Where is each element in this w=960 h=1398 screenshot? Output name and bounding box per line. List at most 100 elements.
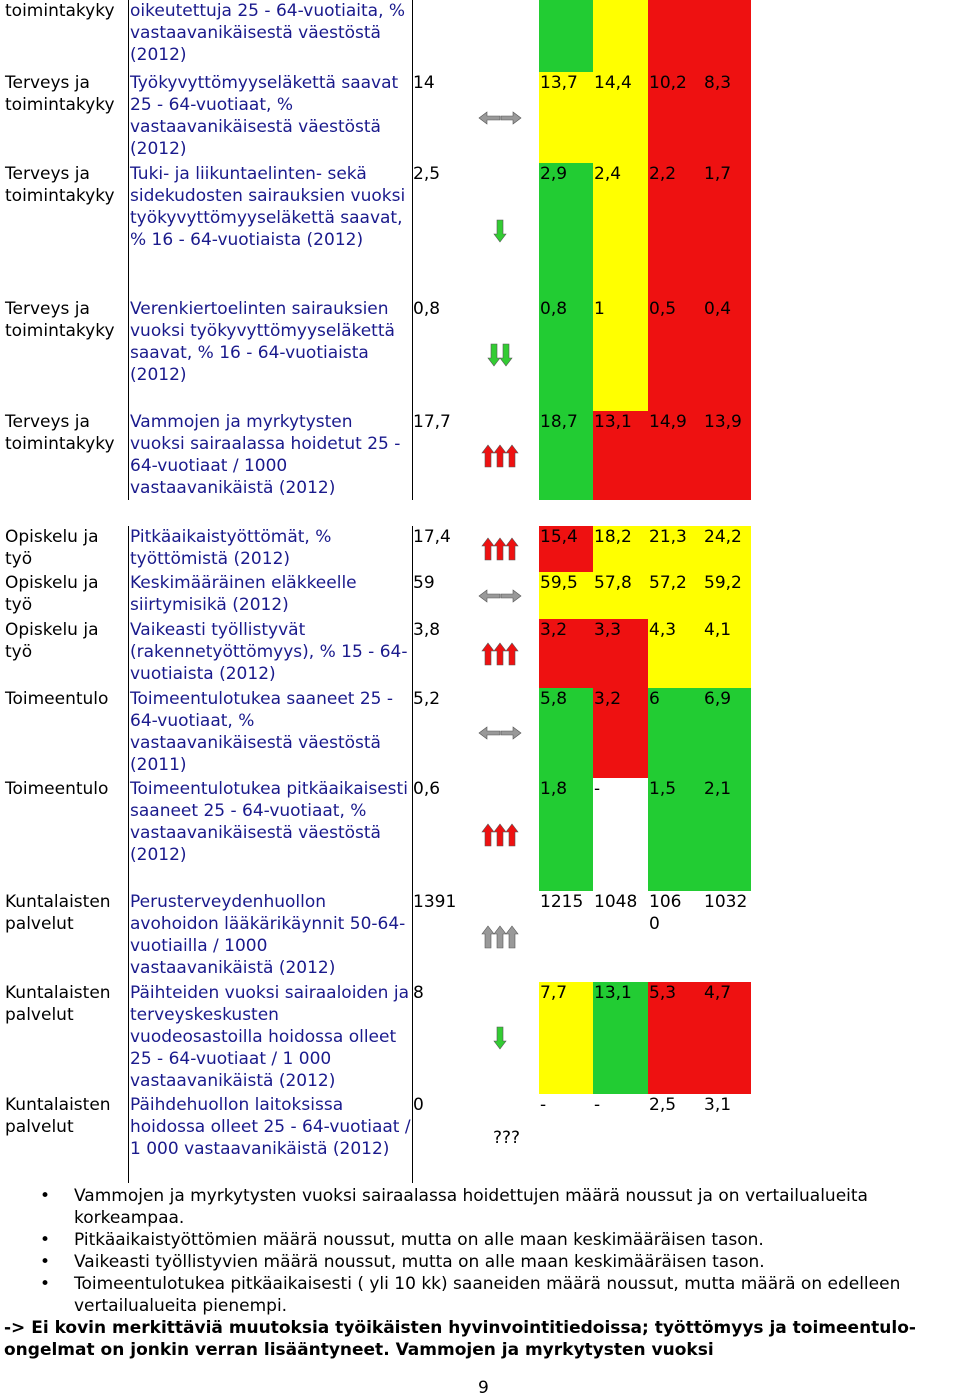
comparison-cell: 2,2 bbox=[648, 163, 703, 298]
comparison-cell: 15,4 bbox=[539, 526, 593, 572]
table-row: Terveys ja toimintakyky Verenkiertoelinte… bbox=[4, 298, 751, 411]
category-cell: Terveys ja toimintakyky bbox=[4, 411, 129, 500]
comparison-cell: 57,2 bbox=[648, 572, 703, 619]
table-row: Terveys ja toimintakyky Tuki- ja liikunta… bbox=[4, 163, 751, 298]
indicator-cell: Toimeentulotukea pitkäaikaisesti saaneet… bbox=[129, 778, 413, 891]
comparison-cell: 1,8 bbox=[539, 778, 593, 891]
comparison-cell: 4,7 bbox=[703, 982, 751, 1094]
comparison-cell: 8,3 bbox=[703, 72, 751, 163]
table-row: Terveys ja toimintakyky Vammojen ja myrky… bbox=[4, 411, 751, 500]
category-cell: Kuntalaisten palvelut bbox=[4, 891, 129, 982]
comparison-cell: 1032 bbox=[703, 891, 751, 982]
value-cell bbox=[413, 0, 539, 72]
category-cell: Kuntalaisten palvelut bbox=[4, 982, 129, 1094]
comparison-cell: 6 bbox=[648, 688, 703, 778]
category-cell: Terveys ja toimintakyky bbox=[4, 298, 129, 411]
comparison-cell: 24,2 bbox=[703, 526, 751, 572]
bullet-item: Vaikeasti työllistyvien määrä noussut, m… bbox=[40, 1251, 960, 1273]
value-cell: 17,7 bbox=[413, 411, 539, 500]
current-value: 8 bbox=[413, 983, 424, 1003]
indicator-cell: Tuki- ja liikuntaelinten- sekä sidekudos… bbox=[129, 163, 413, 298]
trend-arrow-icon-down-green bbox=[477, 1025, 523, 1051]
comparison-cell: 6,9 bbox=[703, 688, 751, 778]
comparison-cell: 18,7 bbox=[539, 411, 593, 500]
page-number: 9 bbox=[478, 1378, 489, 1398]
bullet-item: Vammojen ja myrkytysten vuoksi sairaalas… bbox=[40, 1185, 960, 1229]
indicator-cell: Työkyvyttömyyseläkettä saavat 25 - 64-vu… bbox=[129, 72, 413, 163]
value-cell: 5,2 bbox=[413, 688, 539, 778]
table-row: Toimeentulo Toimeentulotukea saaneet 25 -… bbox=[4, 688, 751, 778]
trend-arrow-icon-up-gray-triple bbox=[477, 924, 523, 950]
bullet-item: Toimeentulotukea pitkäaikaisesti ( yli 1… bbox=[40, 1273, 960, 1317]
comparison-cell: 13,9 bbox=[703, 411, 751, 500]
category-cell: Terveys ja toimintakyky bbox=[4, 72, 129, 163]
comparison-cell: 14,4 bbox=[593, 72, 648, 163]
comparison-cell: 3,2 bbox=[539, 619, 593, 688]
current-value: 59 bbox=[413, 573, 435, 593]
comparison-cell: 59,2 bbox=[703, 572, 751, 619]
indicator-cell: Päihteiden vuoksi sairaaloiden ja tervey… bbox=[129, 982, 413, 1094]
current-value: 0,8 bbox=[413, 299, 441, 319]
comparison-cell: 3,3 bbox=[593, 619, 648, 688]
indicator-cell: Toimeentulotukea saaneet 25 - 64-vuotiaa… bbox=[129, 688, 413, 778]
comparison-cell: 59,5 bbox=[539, 572, 593, 619]
current-value: 0 bbox=[413, 1095, 424, 1115]
comparison-cell: 106 0 bbox=[648, 891, 703, 982]
current-value: 5,2 bbox=[413, 689, 441, 709]
trend-arrow-icon-down-green-double bbox=[477, 342, 523, 368]
indicator-cell: Vaikeasti työllistyvät (rakennetyöttömyy… bbox=[129, 619, 413, 688]
comparison-cell: 5,8 bbox=[539, 688, 593, 778]
trend-arrow-icon-neutral bbox=[477, 105, 523, 131]
table-row: Opiskelu ja työ Vaikeasti työllistyvät (r… bbox=[4, 619, 751, 688]
table-row: Kuntalaisten palvelut Päihdehuollon laito… bbox=[4, 1094, 751, 1183]
comparison-cell: 2,9 bbox=[539, 163, 593, 298]
summary-bullets: Vammojen ja myrkytysten vuoksi sairaalas… bbox=[4, 1185, 960, 1317]
current-value: 17,4 bbox=[413, 527, 451, 547]
trend-arrow-icon-up-red-triple bbox=[477, 641, 523, 667]
category-cell: toimintakyky bbox=[4, 0, 129, 72]
trend-arrow-icon-neutral bbox=[477, 583, 523, 609]
value-cell: 14 bbox=[413, 72, 539, 163]
table-row: Opiskelu ja työ Pitkäaikaistyöttömät, % t… bbox=[4, 526, 751, 572]
trend-arrow-icon-up-red-triple bbox=[477, 536, 523, 562]
current-value: 17,7 bbox=[413, 412, 451, 432]
category-cell: Opiskelu ja työ bbox=[4, 526, 129, 572]
category-cell: Toimeentulo bbox=[4, 778, 129, 891]
comparison-cell: 0,5 bbox=[648, 298, 703, 411]
category-cell: Terveys ja toimintakyky bbox=[4, 163, 129, 298]
comparison-cell bbox=[703, 0, 751, 72]
value-cell: 1391 bbox=[413, 891, 539, 982]
category-cell: Toimeentulo bbox=[4, 688, 129, 778]
comparison-cell: 18,2 bbox=[593, 526, 648, 572]
category-cell: Opiskelu ja työ bbox=[4, 572, 129, 619]
comparison-cell: 10,2 bbox=[648, 72, 703, 163]
table-row: Opiskelu ja työ Keskimääräinen eläkkeelle… bbox=[4, 572, 751, 619]
current-value: 0,6 bbox=[413, 779, 441, 799]
comparison-cell: 13,1 bbox=[593, 982, 648, 1094]
comparison-cell bbox=[648, 0, 703, 72]
comparison-cell: 14,9 bbox=[648, 411, 703, 500]
indicator-cell: Päihdehuollon laitoksissa hoidossa ollee… bbox=[129, 1094, 413, 1183]
trend-arrow-icon-down-green bbox=[477, 218, 523, 244]
value-cell: 0??? bbox=[413, 1094, 539, 1183]
comparison-cell: 2,1 bbox=[703, 778, 751, 891]
summary-section: Vammojen ja myrkytysten vuoksi sairaalas… bbox=[4, 1185, 960, 1361]
comparison-cell: 13,7 bbox=[539, 72, 593, 163]
value-cell: 3,8 bbox=[413, 619, 539, 688]
conclusion-text: -> Ei kovin merkittäviä muutoksia työikä… bbox=[4, 1318, 916, 1360]
value-cell: 0,8 bbox=[413, 298, 539, 411]
trend-arrow-icon-up-red-triple bbox=[477, 443, 523, 469]
comparison-cell: 4,1 bbox=[703, 619, 751, 688]
comparison-cell: 2,5 bbox=[648, 1094, 703, 1183]
comparison-cell: 5,3 bbox=[648, 982, 703, 1094]
indicator-cell: oikeutettuja 25 - 64-vuotiaita, % vastaa… bbox=[129, 0, 413, 72]
table-row: Kuntalaisten palvelut Päihteiden vuoksi s… bbox=[4, 982, 751, 1094]
comparison-cell: 21,3 bbox=[648, 526, 703, 572]
current-value: 2,5 bbox=[413, 164, 441, 184]
comparison-cell: 2,4 bbox=[593, 163, 648, 298]
indicator-cell: Verenkiertoelinten sairauksien vuoksi ty… bbox=[129, 298, 413, 411]
comparison-cell bbox=[593, 0, 648, 72]
category-cell: Kuntalaisten palvelut bbox=[4, 1094, 129, 1183]
trend-arrow-icon-neutral bbox=[477, 720, 523, 746]
comparison-cell: 1,5 bbox=[648, 778, 703, 891]
